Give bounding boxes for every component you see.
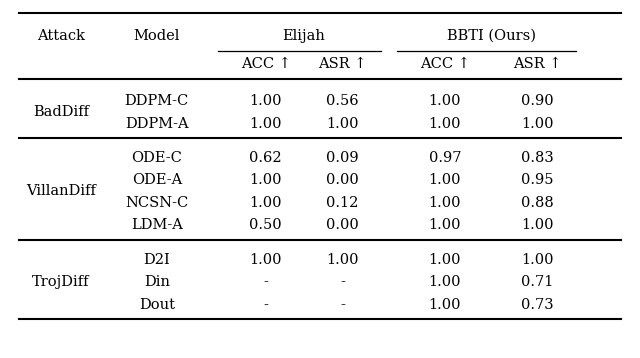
Text: 1.00: 1.00 <box>429 275 461 289</box>
Text: 1.00: 1.00 <box>250 116 282 131</box>
Text: DDPM-C: DDPM-C <box>125 94 189 108</box>
Text: 1.00: 1.00 <box>250 173 282 187</box>
Text: -: - <box>263 297 268 312</box>
Text: -: - <box>263 275 268 289</box>
Text: 0.00: 0.00 <box>326 218 359 232</box>
Text: 0.88: 0.88 <box>521 195 554 210</box>
Text: 1.00: 1.00 <box>522 218 554 232</box>
Text: TrojDiff: TrojDiff <box>32 275 90 289</box>
Text: ACC ↑: ACC ↑ <box>420 57 470 72</box>
Text: 1.00: 1.00 <box>429 94 461 108</box>
Text: 0.71: 0.71 <box>522 275 554 289</box>
Text: 0.56: 0.56 <box>326 94 358 108</box>
Text: ASR ↑: ASR ↑ <box>318 57 367 72</box>
Text: 1.00: 1.00 <box>429 218 461 232</box>
Text: LDM-A: LDM-A <box>131 218 183 232</box>
Text: Elijah: Elijah <box>283 29 325 43</box>
Text: DDPM-A: DDPM-A <box>125 116 189 131</box>
Text: 0.12: 0.12 <box>326 195 358 210</box>
Text: 1.00: 1.00 <box>522 116 554 131</box>
Text: 0.00: 0.00 <box>326 173 359 187</box>
Text: 0.95: 0.95 <box>522 173 554 187</box>
Text: Model: Model <box>134 29 180 43</box>
Text: 1.00: 1.00 <box>326 252 358 267</box>
Text: 0.90: 0.90 <box>522 94 554 108</box>
Text: ODE-C: ODE-C <box>131 150 182 165</box>
Text: VillanDiff: VillanDiff <box>26 184 96 198</box>
Text: BadDiff: BadDiff <box>33 105 89 119</box>
Text: 0.50: 0.50 <box>250 218 282 232</box>
Text: 0.73: 0.73 <box>522 297 554 312</box>
Text: D2I: D2I <box>143 252 170 267</box>
Text: 1.00: 1.00 <box>429 116 461 131</box>
Text: 0.62: 0.62 <box>250 150 282 165</box>
Text: 0.97: 0.97 <box>429 150 461 165</box>
Text: BBTI (Ours): BBTI (Ours) <box>447 29 536 43</box>
Text: 1.00: 1.00 <box>429 252 461 267</box>
Text: 1.00: 1.00 <box>250 195 282 210</box>
Text: 1.00: 1.00 <box>522 252 554 267</box>
Text: ODE-A: ODE-A <box>132 173 182 187</box>
Text: 0.83: 0.83 <box>521 150 554 165</box>
Text: 1.00: 1.00 <box>429 195 461 210</box>
Text: Din: Din <box>144 275 170 289</box>
Text: 1.00: 1.00 <box>326 116 358 131</box>
Text: 1.00: 1.00 <box>429 173 461 187</box>
Text: ACC ↑: ACC ↑ <box>241 57 291 72</box>
Text: -: - <box>340 297 345 312</box>
Text: 1.00: 1.00 <box>429 297 461 312</box>
Text: 0.09: 0.09 <box>326 150 358 165</box>
Text: Attack: Attack <box>36 29 84 43</box>
Text: NCSN-C: NCSN-C <box>125 195 188 210</box>
Text: -: - <box>340 275 345 289</box>
Text: ASR ↑: ASR ↑ <box>513 57 562 72</box>
Text: Dout: Dout <box>139 297 175 312</box>
Text: 1.00: 1.00 <box>250 252 282 267</box>
Text: 1.00: 1.00 <box>250 94 282 108</box>
